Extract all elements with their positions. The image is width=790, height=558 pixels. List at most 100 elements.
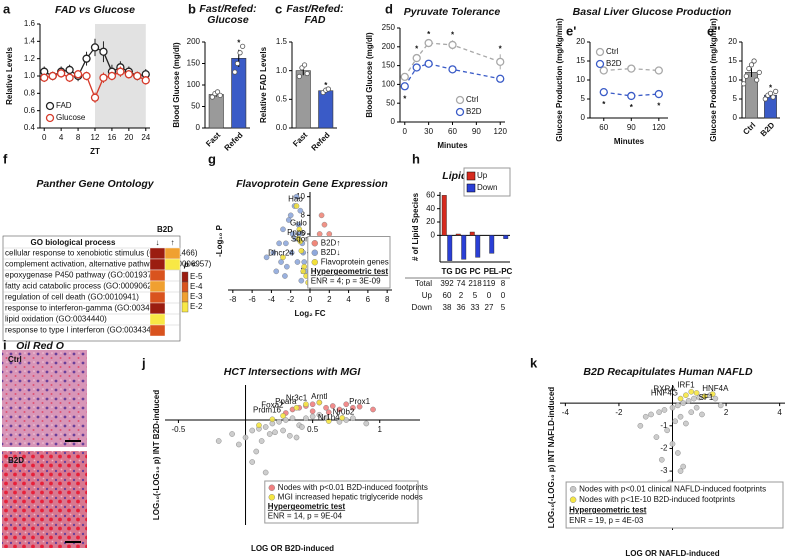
data-point [65,65,74,75]
heatmap-cell [149,269,166,282]
data-point [272,429,278,436]
y-tick-label: 50 [191,102,200,111]
data-point [693,390,700,396]
data-point [282,273,288,279]
data-point [262,469,269,476]
x-tick-label: DG [455,267,467,276]
heatmap-cell [149,302,166,315]
data-point [693,404,700,411]
data-point [124,70,133,79]
data-point [249,459,256,465]
point-label: Dhcr24 [268,248,294,257]
row-label: response to interferon-gamma (GO:0034341… [5,304,166,313]
row-label: complement activation, alternative pathw… [5,260,212,269]
y-axis-label: Relative FAD Levels [259,46,268,123]
legend-label: Hypergeometric test [311,267,389,276]
data-point [363,420,370,427]
data-point [90,43,100,52]
data-point [263,254,270,261]
data-point [289,415,296,422]
data-point [770,94,776,100]
data-point [262,424,269,430]
data-point [301,62,308,68]
y-tick-label: 200 [187,37,201,46]
point-label: Gulo [290,219,307,228]
data-point [323,404,329,411]
chart-title: HCT Intersections with MGI [224,366,362,378]
data-point [751,58,757,64]
data-point [280,254,286,261]
x-tick-label: -4 [562,408,570,417]
y-tick-label: 0 [733,113,738,122]
significance-marker: * [602,100,606,109]
y-tick-label: 1.6 [24,19,36,28]
data-point [256,422,262,429]
y-tick-label: -2 [660,444,668,453]
x-tick-label: 0.5 [307,425,319,434]
panel-label: g [208,151,216,166]
series-line [603,91,659,97]
bar [489,235,495,254]
y-tick-label: 200 [382,42,396,51]
y-tick-label: 8 [301,210,306,219]
y-axis-label: # of Lipid Species [411,192,420,261]
data-point [214,89,221,95]
chart-title: Flavoprotein Gene Expression [236,178,388,190]
legend-marker [311,240,319,247]
scale-label: E-4 [190,282,203,291]
x-tick-label: 90 [627,123,636,132]
legend-marker [268,484,276,491]
data-point [653,434,660,440]
heatmap-cell [149,280,166,293]
y-tick-label: 6 [301,229,306,238]
data-point [266,431,273,437]
table-cell: 5 [501,303,506,312]
scale-title: p < [183,260,196,269]
data-point [350,404,356,411]
data-point [285,217,292,223]
y-tick-label: 150 [187,59,201,68]
x-tick-label: -2 [287,295,295,304]
panel-label: h [412,151,420,166]
heatmap-cell [149,324,166,337]
data-point [293,203,300,209]
data-point [282,417,289,423]
heatmap-cell [164,247,181,260]
x-axis-label: LOG OR B2D-induced [251,544,334,553]
data-point [424,38,433,48]
x-tick-label: 30 [424,127,433,136]
data-point [287,212,294,219]
legend-marker [455,95,465,105]
data-point [701,393,708,400]
data-point [756,69,762,76]
image-label: Ctrl [8,355,22,364]
x-tick-label: Fast [291,130,309,148]
data-point [303,415,309,422]
table-cell: 8 [501,279,506,288]
table-cell: 2 [459,291,464,300]
panel-label: j [141,355,146,370]
row-label: response to type I interferon (GO:003434… [5,326,158,335]
point-label: Ppara [275,397,297,406]
data-point [270,249,277,256]
chart-title: Glucose [207,14,249,26]
y-tick-label: 0.0 [276,123,288,132]
scale-swatch [181,291,189,303]
data-point [637,422,644,429]
point-label: Arntl [311,392,328,401]
data-point [683,420,689,427]
legend-label: FAD [56,101,72,110]
y-axis-label: LOG₁₀(-LOG₁₀ p) INT B2D-induced [152,390,161,520]
data-point [316,231,323,237]
point-label: Pnpo [287,228,306,237]
table-row-label: Up [422,291,433,300]
data-point [370,406,376,413]
table-cell: 0 [501,291,506,300]
bar [469,231,475,236]
data-point [280,412,286,419]
legend-label: ENR = 4; p = 3E-09 [311,276,381,285]
data-point [99,73,108,82]
data-point [296,226,303,233]
panel-label: d [385,1,393,16]
x-tick-label: 4 [777,408,782,417]
